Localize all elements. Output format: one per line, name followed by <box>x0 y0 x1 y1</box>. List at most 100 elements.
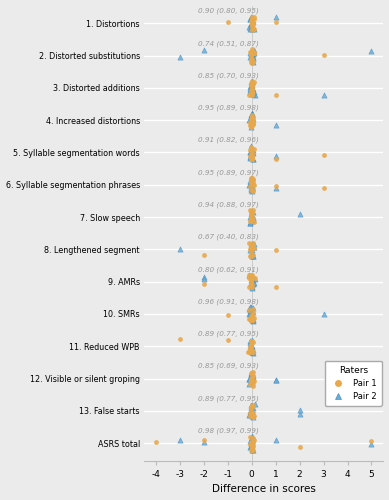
Text: 0.96 (0.91, 0.98): 0.96 (0.91, 0.98) <box>198 298 259 305</box>
Point <box>249 272 256 280</box>
Point <box>249 77 255 85</box>
Point <box>249 402 255 410</box>
Point <box>249 314 255 322</box>
Point <box>250 446 256 454</box>
Point <box>251 80 257 88</box>
Point <box>249 120 255 128</box>
Point <box>248 150 254 158</box>
Point <box>250 17 256 25</box>
Point <box>250 305 256 313</box>
Point <box>249 118 255 126</box>
Point <box>249 19 255 27</box>
Point <box>247 437 253 445</box>
Text: 0.98 (0.97, 0.99): 0.98 (0.97, 0.99) <box>198 428 259 434</box>
Point <box>247 48 253 56</box>
Point <box>250 214 256 222</box>
Point <box>273 152 279 160</box>
Point <box>251 90 258 98</box>
Point <box>250 180 256 188</box>
Point <box>248 279 254 287</box>
Point <box>249 20 255 28</box>
Point <box>249 442 255 450</box>
Point <box>249 148 255 156</box>
Point <box>247 246 253 254</box>
Point <box>251 24 257 32</box>
Point <box>248 179 254 187</box>
Point <box>273 376 279 384</box>
Point <box>249 242 255 250</box>
Point <box>248 344 254 351</box>
Point <box>251 12 257 20</box>
Point <box>247 248 254 256</box>
Point <box>201 438 207 446</box>
Point <box>249 91 255 99</box>
Point <box>249 187 256 195</box>
Point <box>248 279 254 287</box>
Point <box>248 82 254 90</box>
Point <box>368 48 375 56</box>
Point <box>246 304 252 312</box>
Point <box>246 376 252 384</box>
Point <box>246 181 252 189</box>
Point <box>248 208 254 216</box>
Point <box>249 272 255 280</box>
Point <box>247 279 254 287</box>
Point <box>225 336 231 344</box>
Point <box>246 239 252 247</box>
Point <box>250 180 256 188</box>
Point <box>250 402 256 410</box>
Point <box>249 312 255 320</box>
Point <box>247 118 253 126</box>
Point <box>249 280 255 288</box>
Point <box>201 280 207 288</box>
Point <box>248 78 254 86</box>
Point <box>248 178 254 186</box>
Point <box>248 411 254 419</box>
Point <box>249 111 255 119</box>
Point <box>247 338 253 346</box>
Point <box>249 77 255 85</box>
Point <box>248 243 254 251</box>
Point <box>247 307 253 315</box>
Point <box>250 90 256 98</box>
Point <box>247 220 253 228</box>
Point <box>247 304 253 312</box>
Point <box>249 86 255 94</box>
Point <box>273 184 279 192</box>
Point <box>250 241 256 249</box>
Point <box>250 275 256 283</box>
Point <box>248 376 254 384</box>
Point <box>248 154 254 162</box>
Point <box>249 314 255 322</box>
Point <box>250 84 256 92</box>
Point <box>250 175 256 183</box>
Point <box>248 88 254 96</box>
Point <box>249 150 255 158</box>
Point <box>247 316 254 324</box>
Point <box>248 280 254 287</box>
Point <box>247 276 254 283</box>
Point <box>250 155 256 163</box>
Point <box>247 345 254 353</box>
Point <box>177 52 183 60</box>
Point <box>247 118 254 126</box>
Point <box>251 46 257 54</box>
Point <box>249 18 255 26</box>
Point <box>247 410 254 418</box>
Point <box>249 20 256 28</box>
Point <box>249 402 256 409</box>
Point <box>273 246 279 254</box>
Point <box>248 408 254 416</box>
Point <box>248 273 254 281</box>
Point <box>249 50 255 58</box>
Point <box>250 54 256 62</box>
Point <box>248 347 254 355</box>
Point <box>247 215 254 223</box>
Point <box>273 90 279 98</box>
Point <box>249 374 256 382</box>
Point <box>249 442 256 450</box>
Point <box>247 18 254 25</box>
Point <box>248 50 254 58</box>
Point <box>247 88 254 96</box>
Point <box>247 245 253 253</box>
